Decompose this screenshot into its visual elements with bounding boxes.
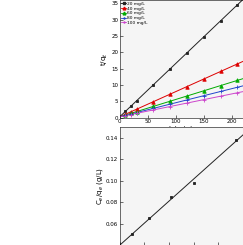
Legend: 20 mg/L, 40 mg/L, 60 mg/L, 80 mg/L, 100 mg/L: 20 mg/L, 40 mg/L, 60 mg/L, 80 mg/L, 100 … <box>121 1 148 25</box>
X-axis label: t (min): t (min) <box>169 126 193 132</box>
Y-axis label: C$_e$/q$_e$ (g/L): C$_e$/q$_e$ (g/L) <box>95 167 105 205</box>
Y-axis label: t/q$_t$: t/q$_t$ <box>100 52 110 66</box>
